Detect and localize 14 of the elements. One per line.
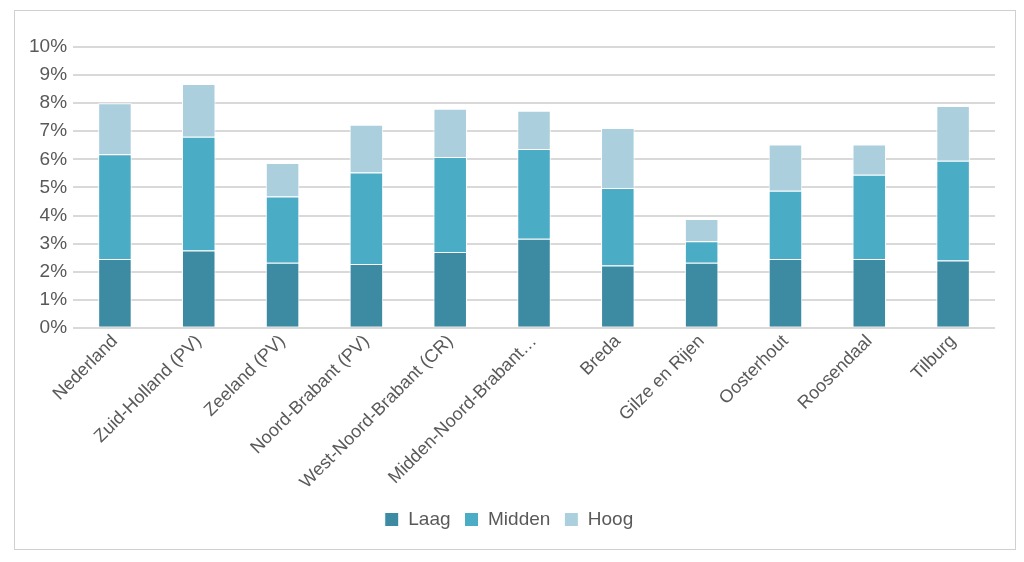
y-tick-label: 0%: [39, 316, 68, 338]
y-tick-label: 5%: [39, 175, 68, 197]
y-tick-label: 10%: [29, 35, 68, 57]
y-tick-label: 7%: [39, 119, 68, 141]
legend-label: Midden: [488, 507, 551, 529]
y-tick-label: 8%: [39, 91, 68, 113]
legend-label: Laag: [408, 507, 451, 529]
y-tick-label: 4%: [39, 203, 68, 225]
y-tick-label: 1%: [39, 288, 68, 309]
legend-label: Hoog: [587, 507, 634, 529]
y-tick-label: 6%: [39, 147, 68, 169]
y-tick-label: 3%: [39, 231, 68, 253]
y-tick-label: 9%: [39, 63, 68, 85]
y-tick-label: 2%: [39, 259, 68, 281]
